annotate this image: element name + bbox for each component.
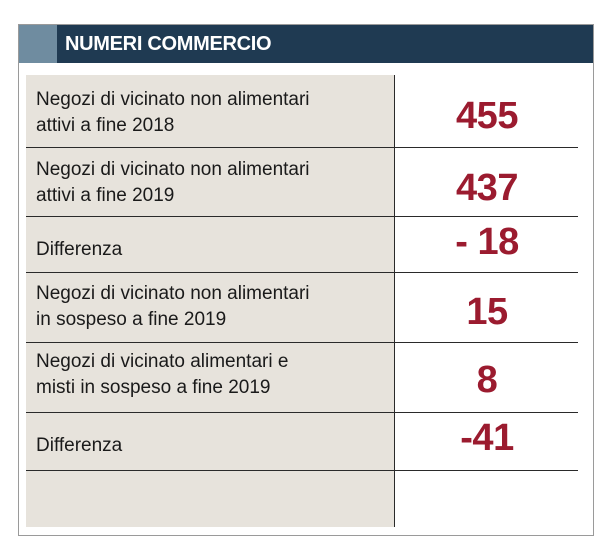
info-box: NUMERI COMMERCIO Negozi di vicinato non … — [18, 24, 594, 536]
table-row: Negozi di vicinato alimentari e misti in… — [26, 345, 578, 411]
row-label-line: attivi a fine 2019 — [36, 185, 175, 206]
box-title: NUMERI COMMERCIO — [65, 33, 272, 55]
box-header: NUMERI COMMERCIO — [19, 25, 593, 63]
row-divider — [26, 342, 578, 343]
row-label-line: Differenza — [36, 239, 123, 260]
row-label-line: Negozi di vicinato non alimentari — [36, 283, 310, 304]
row-divider — [26, 470, 578, 471]
table-row: Differenza -41 — [26, 415, 578, 469]
row-label-line: Differenza — [36, 435, 123, 456]
row-value: -41 — [460, 417, 514, 459]
row-label: Negozi di vicinato alimentari e misti in… — [36, 349, 388, 401]
row-label: Differenza — [36, 237, 388, 263]
row-label: Negozi di vicinato non alimentari in sos… — [36, 281, 388, 333]
row-label-line: Negozi di vicinato non alimentari — [36, 159, 310, 180]
row-label-line: misti in sospeso a fine 2019 — [36, 377, 271, 398]
table-row: Negozi di vicinato non alimentari attivi… — [26, 85, 578, 145]
row-label-line: attivi a fine 2018 — [36, 115, 175, 136]
row-value: 8 — [476, 359, 498, 401]
row-divider — [26, 412, 578, 413]
row-label: Differenza — [36, 433, 388, 459]
row-value: - 18 — [455, 221, 519, 263]
row-divider — [26, 216, 578, 217]
header-accent-block — [19, 25, 57, 63]
table-row: Negozi di vicinato non alimentari in sos… — [26, 275, 578, 341]
data-table: Negozi di vicinato non alimentari attivi… — [26, 75, 579, 527]
row-divider — [26, 272, 578, 273]
row-label: Negozi di vicinato non alimentari attivi… — [36, 157, 388, 209]
table-row: Negozi di vicinato non alimentari attivi… — [26, 155, 578, 215]
values-column — [394, 75, 579, 527]
row-label-line: Negozi di vicinato alimentari e — [36, 351, 289, 372]
row-label-line: Negozi di vicinato non alimentari — [36, 89, 310, 110]
row-label: Negozi di vicinato non alimentari attivi… — [36, 87, 388, 139]
row-divider — [26, 147, 578, 148]
row-label-line: in sospeso a fine 2019 — [36, 309, 227, 330]
row-value: 455 — [456, 95, 518, 137]
row-value: 15 — [466, 291, 508, 333]
table-row: Differenza - 18 — [26, 217, 578, 273]
row-value: 437 — [456, 167, 518, 209]
